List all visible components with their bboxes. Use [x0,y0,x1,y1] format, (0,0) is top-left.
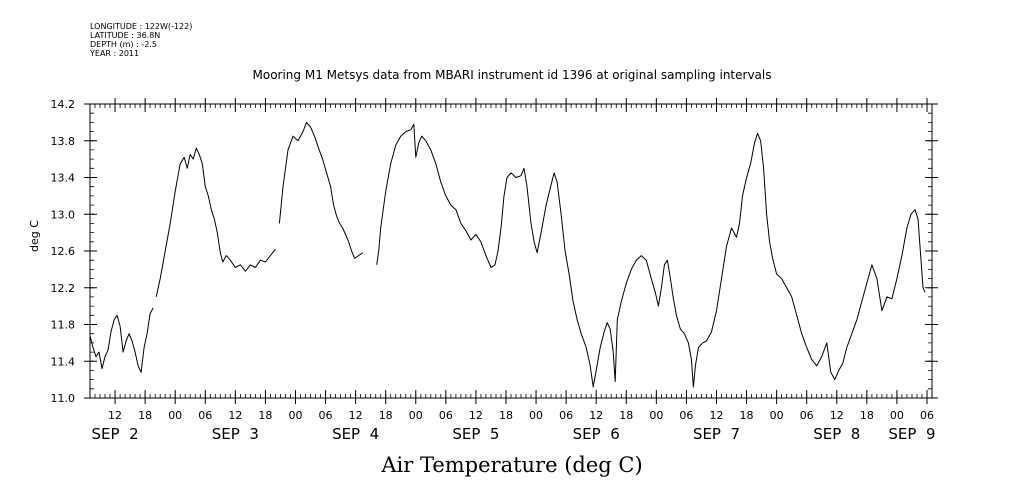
x-tick-label: 18 [619,409,633,422]
x-tick-label: 00 [770,409,784,422]
x-tick-label: 06 [800,409,814,422]
series-line [376,123,926,388]
y-tick-label: 12.2 [51,282,76,295]
latitude-label: LATITUDE : 36.8N [90,31,161,40]
x-day-label: SEP 8 [813,425,860,443]
y-tick-label: 13.0 [51,208,76,221]
x-day-label: SEP 6 [573,425,620,443]
x-tick-label: 00 [529,409,543,422]
y-tick-label: 14.2 [51,98,76,111]
series-line [89,307,154,373]
plot-frame [89,103,933,399]
x-day-label: SEP 5 [452,425,499,443]
x-tick-label: 12 [349,409,363,422]
year-label: YEAR : 2011 [90,49,140,58]
x-day-label: SEP 9 [888,425,935,443]
x-tick-label: 06 [559,409,573,422]
x-tick-label: 18 [860,409,874,422]
x-tick-label: 06 [439,409,453,422]
y-tick-label: 11.0 [51,392,76,405]
x-day-label: SEP 7 [693,425,740,443]
x-tick-label: 12 [469,409,483,422]
series-line [155,147,276,298]
x-minor-ticks [89,104,933,398]
chart-title: Mooring M1 Metsys data from MBARI instru… [252,68,772,82]
x-tick-label: 00 [168,409,182,422]
longitude-label: LONGITUDE : 122W(-122) [90,22,193,31]
x-tick-label: 12 [589,409,603,422]
x-tick-label: 18 [258,409,272,422]
x-tick-label: 06 [679,409,693,422]
y-tick-label: 11.8 [51,319,76,332]
x-tick-label: 12 [228,409,242,422]
x-tick-label: 18 [379,409,393,422]
x-tick-label: 12 [830,409,844,422]
depth-label: DEPTH (m) : -2.5 [90,40,157,49]
x-axis: 12 18 00 06 12 18 00 06 12 18 00 06 12 18 00 06 12 18 00 06… [91,98,936,443]
y-minor-ticks [90,103,932,399]
x-day-label: SEP 3 [212,425,259,443]
y-axis: 11.0 11.4 11.8 12.2 12.6 13.0 13.4 13.8 14.2 [51,98,938,405]
x-tick-label: 00 [288,409,302,422]
x-tick-label: 18 [499,409,513,422]
y-tick-label: 11.4 [51,355,76,368]
x-tick-label: 12 [108,409,122,422]
y-tick-label: 13.8 [51,135,76,148]
series-line [278,121,363,259]
x-tick-label: 06 [319,409,333,422]
y-tick-label: 13.4 [51,172,76,185]
x-tick-label: 18 [740,409,754,422]
x-tick-label: 12 [709,409,723,422]
x-tick-label: 00 [409,409,423,422]
x-day-label: SEP 2 [91,425,138,443]
minor-ticks [89,103,933,399]
x-tick-label: 00 [649,409,663,422]
x-day-label: SEP 4 [332,425,379,443]
x-axis-title: Air Temperature (deg C) [381,453,643,477]
x-tick-label: 00 [890,409,904,422]
x-tick-label: 06 [198,409,212,422]
y-tick-label: 12.6 [51,245,76,258]
x-tick-label: 06 [920,409,934,422]
x-tick-label: 18 [138,409,152,422]
metadata-block: LONGITUDE : 122W(-122) LATITUDE : 36.8N … [90,22,192,58]
series-group [89,121,926,388]
